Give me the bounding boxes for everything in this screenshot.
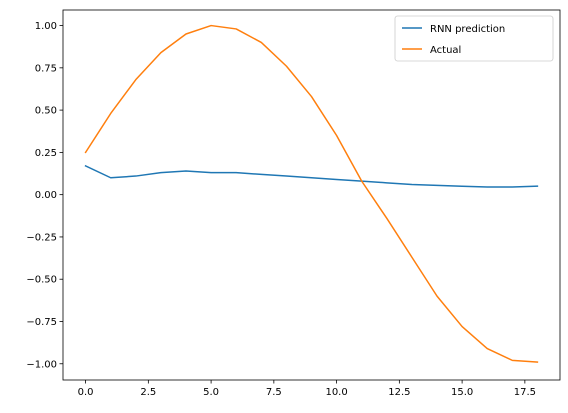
series-line-0 <box>84 164 539 188</box>
x-tick-label-1: 2.5 <box>140 387 156 398</box>
axes-background <box>63 10 560 380</box>
y-tick-label-2: −0.50 <box>26 275 57 286</box>
y-tick-label-5: 0.25 <box>35 148 57 159</box>
x-tick-label-3: 7.5 <box>266 387 282 398</box>
y-tick-label-3: −0.25 <box>26 232 57 243</box>
y-tick-label-0: −1.00 <box>26 359 57 370</box>
y-tick-label-7: 0.75 <box>35 63 57 74</box>
series-line-1 <box>84 24 539 363</box>
x-tick-label-4: 10.0 <box>325 387 347 398</box>
series-layer <box>84 24 539 363</box>
x-tick-label-2: 5.0 <box>203 387 219 398</box>
y-tick-label-6: 0.50 <box>35 106 57 117</box>
x-tick-label-7: 17.5 <box>514 387 536 398</box>
legend-box <box>394 15 554 62</box>
ticks-layer: 0.0 2.5 5.0 7.5 10.0 12.5 15.0 17.5 −1.00 −0.75 −0… <box>26 21 536 398</box>
y-tick-label-8: 1.00 <box>35 21 57 32</box>
x-tick-label-6: 15.0 <box>451 387 473 398</box>
legend-label-0: RNN prediction <box>430 24 505 35</box>
x-tick-label-0: 0.0 <box>78 387 94 398</box>
y-tick-label-1: −0.75 <box>26 317 57 328</box>
legend: RNN prediction Actual <box>394 15 554 62</box>
x-tick-label-5: 12.5 <box>388 387 410 398</box>
y-tick-label-4: 0.00 <box>35 190 57 201</box>
plot-area <box>63 10 560 380</box>
axes-frame <box>62 9 561 381</box>
legend-label-1: Actual <box>430 45 461 56</box>
